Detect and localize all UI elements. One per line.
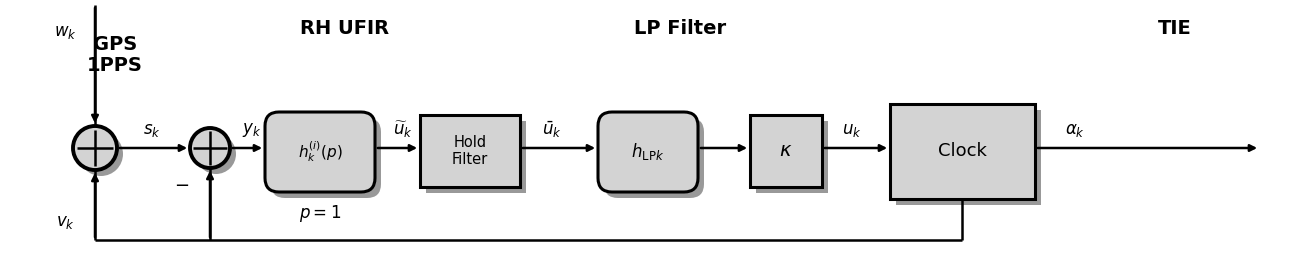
FancyBboxPatch shape xyxy=(598,112,698,192)
Text: $\alpha_k$: $\alpha_k$ xyxy=(1065,121,1085,139)
Bar xyxy=(426,121,526,193)
Text: $\bar{u}_k$: $\bar{u}_k$ xyxy=(542,120,562,140)
Bar xyxy=(896,110,1040,205)
Text: $s_k$: $s_k$ xyxy=(143,121,161,139)
Text: TIE: TIE xyxy=(1159,18,1192,38)
Bar xyxy=(420,115,520,187)
Text: $p = 1$: $p = 1$ xyxy=(299,204,342,225)
Ellipse shape xyxy=(73,126,117,170)
Text: $-$: $-$ xyxy=(174,175,190,193)
Text: $y_k$: $y_k$ xyxy=(243,121,261,139)
Text: RH UFIR: RH UFIR xyxy=(300,18,390,38)
Text: $\kappa$: $\kappa$ xyxy=(779,141,792,161)
Bar xyxy=(750,115,822,187)
FancyBboxPatch shape xyxy=(271,118,381,198)
Text: $v_k$: $v_k$ xyxy=(56,213,74,231)
Ellipse shape xyxy=(196,134,236,174)
Text: $h_{\mathrm{LP}k}$: $h_{\mathrm{LP}k}$ xyxy=(631,141,665,162)
Text: Clock: Clock xyxy=(938,142,987,161)
Text: $\widetilde{u}_k$: $\widetilde{u}_k$ xyxy=(394,120,413,140)
Text: $w_k$: $w_k$ xyxy=(53,23,77,41)
Ellipse shape xyxy=(79,132,123,176)
Text: Hold
Filter: Hold Filter xyxy=(452,135,488,167)
Ellipse shape xyxy=(190,128,230,168)
Text: GPS
1PPS: GPS 1PPS xyxy=(87,35,143,75)
Bar xyxy=(890,104,1035,199)
Bar xyxy=(756,121,827,193)
Text: $h_k^{(i)}(p)$: $h_k^{(i)}(p)$ xyxy=(297,140,343,164)
FancyBboxPatch shape xyxy=(265,112,375,192)
Text: LP Filter: LP Filter xyxy=(634,18,726,38)
Text: $u_k$: $u_k$ xyxy=(842,121,861,139)
FancyBboxPatch shape xyxy=(604,118,704,198)
